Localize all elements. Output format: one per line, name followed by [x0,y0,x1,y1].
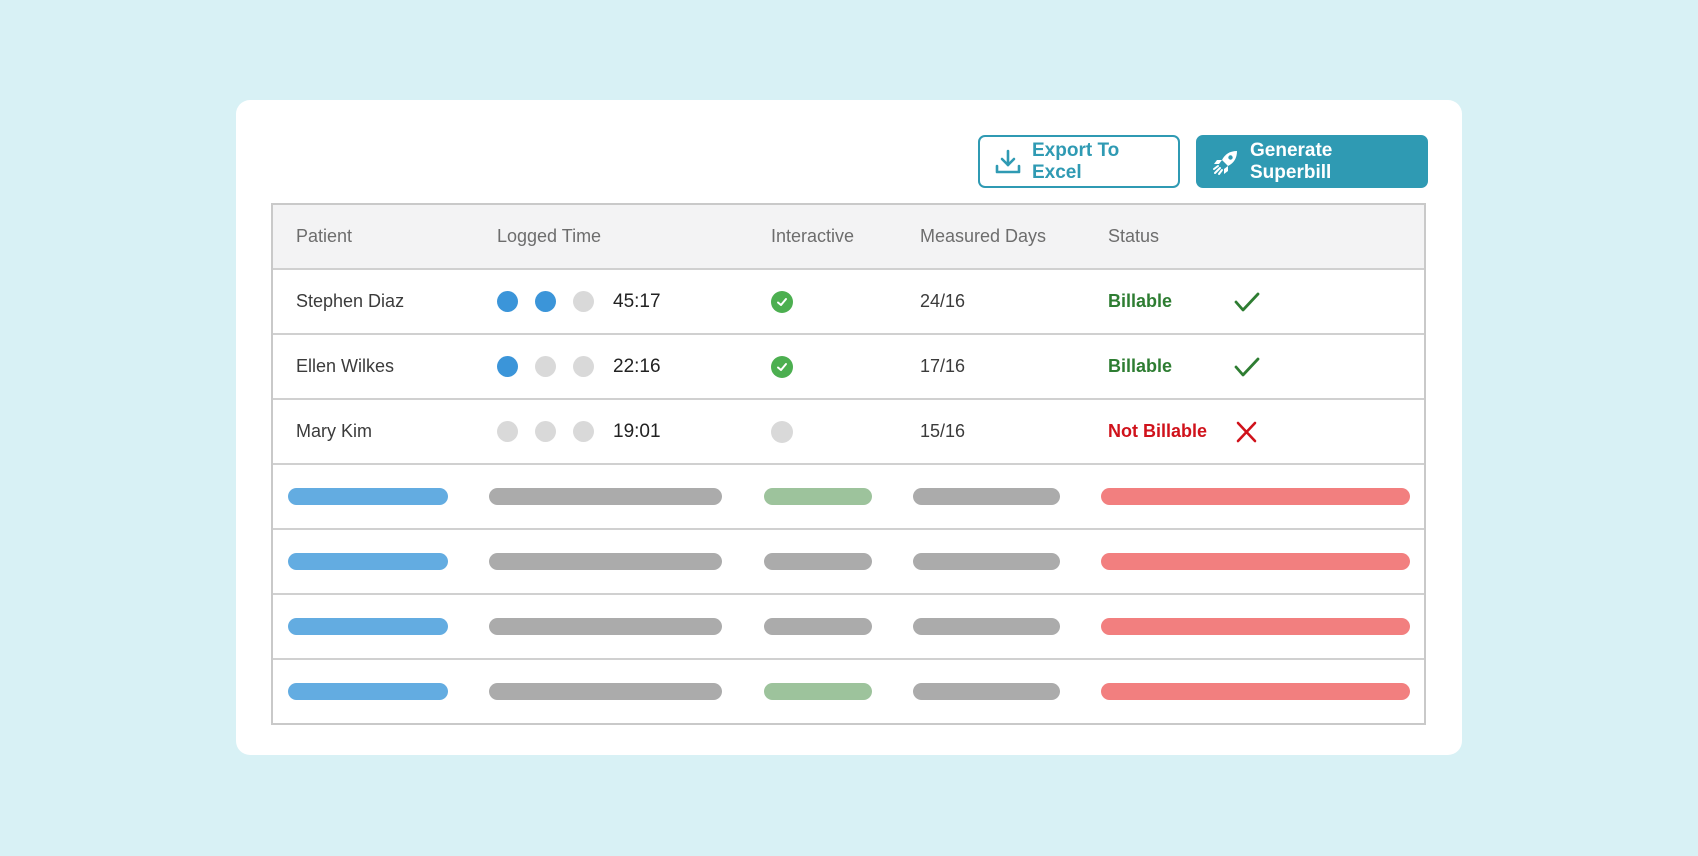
time-dot-empty [535,421,556,442]
time-value: 22:16 [613,355,661,377]
logged-time: 45:17 [497,270,661,333]
status-text: Billable [1108,356,1173,376]
placeholder-bar-patient [288,683,448,700]
measured-days: 24/16 [920,291,966,311]
header-status[interactable]: Status [1108,226,1160,246]
placeholder-bar-days [913,553,1060,570]
placeholder-bar-time [489,683,722,700]
interactive-cell [771,400,793,463]
header-logged-time[interactable]: Logged Time [497,226,602,246]
header-interactive[interactable]: Interactive [771,226,855,246]
patient-name: Ellen Wilkes [296,356,395,376]
toolbar: Export To Excel Generate Superbill [978,135,1428,188]
placeholder-bar-days [913,488,1060,505]
measured-days: 17/16 [920,356,966,376]
checkmark-icon [1233,335,1261,398]
placeholder-row [273,528,1424,593]
placeholder-row [273,658,1424,723]
placeholder-bar-time [489,488,722,505]
status-text: Not Billable [1108,421,1208,441]
time-dot-filled [497,356,518,377]
header-patient[interactable]: Patient [296,226,353,246]
placeholder-bar-patient [288,553,448,570]
patient-table: Patient Logged Time Interactive Measured… [271,203,1426,725]
check-circle-icon [771,355,793,378]
placeholder-bar-status [1101,683,1410,700]
table-row[interactable]: Mary Kim 19:01 15/16 Not Billable [273,398,1424,463]
time-dot-empty [573,356,594,377]
placeholder-bar-days [913,618,1060,635]
download-icon [994,148,1022,176]
placeholder-bar-interactive [764,488,872,505]
placeholder-bar-time [489,618,722,635]
patient-name: Stephen Diaz [296,291,405,311]
time-dot-empty [535,356,556,377]
check-circle-icon [771,290,793,313]
interactive-cell [771,335,793,398]
patient-name: Mary Kim [296,421,372,441]
logged-time: 22:16 [497,335,661,398]
placeholder-row [273,463,1424,528]
placeholder-bar-status [1101,618,1410,635]
rocket-icon [1212,148,1240,176]
table-row[interactable]: Stephen Diaz 45:17 24/16 Billable [273,268,1424,333]
measured-days: 15/16 [920,421,966,441]
status-text: Billable [1108,291,1173,311]
time-dot-filled [497,291,518,312]
generate-superbill-button[interactable]: Generate Superbill [1196,135,1428,188]
header-measured-days[interactable]: Measured Days [920,226,1047,246]
checkmark-icon [1233,270,1261,333]
placeholder-bar-patient [288,618,448,635]
export-to-excel-button[interactable]: Export To Excel [978,135,1180,188]
billing-card: Export To Excel Generate Superbill Patie… [236,100,1462,755]
export-button-label: Export To Excel [1032,139,1120,183]
interactive-cell [771,270,793,333]
placeholder-bar-interactive [764,553,872,570]
table-row[interactable]: Ellen Wilkes 22:16 17/16 Billable [273,333,1424,398]
placeholder-bar-days [913,683,1060,700]
time-dot-filled [535,291,556,312]
empty-circle-icon [771,420,793,443]
placeholder-bar-time [489,553,722,570]
status-label: Not Billable [1108,400,1207,463]
x-mark-icon [1233,400,1261,463]
logged-time: 19:01 [497,400,661,463]
placeholder-row [273,593,1424,658]
time-dot-empty [573,291,594,312]
time-value: 19:01 [613,420,661,442]
time-dot-empty [497,421,518,442]
time-dot-empty [573,421,594,442]
time-value: 45:17 [613,290,661,312]
placeholder-bar-status [1101,488,1410,505]
placeholder-bar-status [1101,553,1410,570]
table-header: Patient Logged Time Interactive Measured… [273,205,1424,268]
placeholder-bar-interactive [764,683,872,700]
placeholder-bar-interactive [764,618,872,635]
superbill-button-label: Generate Superbill [1250,139,1333,183]
status-label: Billable [1108,270,1172,333]
status-label: Billable [1108,335,1172,398]
placeholder-bar-patient [288,488,448,505]
